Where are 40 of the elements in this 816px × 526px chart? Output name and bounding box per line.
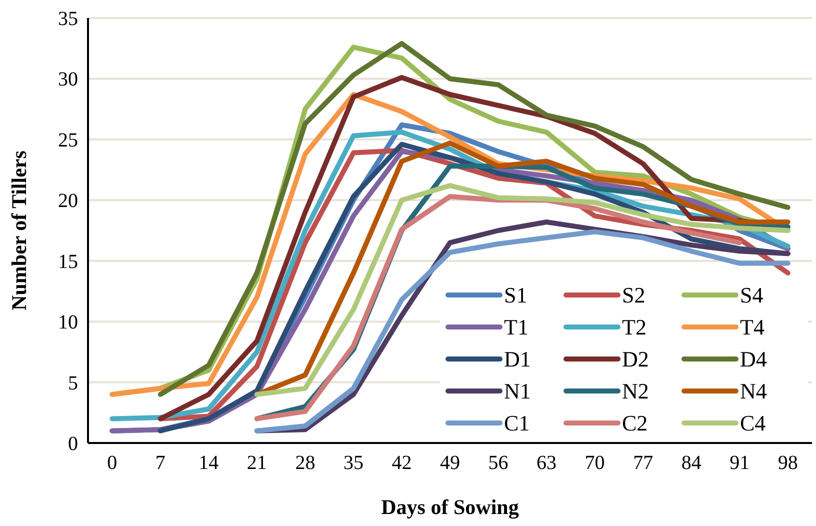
legend-label: D1 [504,346,531,372]
legend-label: C1 [504,410,530,436]
x-axis-title: Days of Sowing [381,495,520,519]
legend-label: S4 [740,282,764,308]
y-tick-label: 25 [58,129,78,152]
x-tick-label: 70 [584,452,605,474]
x-tick-label: 98 [778,452,798,474]
x-tick-label: 42 [392,452,412,474]
legend-label: N1 [504,378,531,404]
x-tick-label: 77 [633,452,654,474]
legend-label: T1 [504,314,528,340]
legend-label: C2 [622,410,648,436]
x-tick-label: 35 [343,452,364,474]
legend-label: T2 [622,314,646,340]
y-tick-label: 10 [58,312,78,334]
legend-label: D2 [622,346,649,372]
y-tick-label: 15 [58,250,78,273]
x-tick-label: 14 [198,452,219,474]
legend-label: T4 [740,314,764,340]
x-tick-label: 63 [536,452,557,474]
legend-label: N2 [622,378,649,404]
x-tick-label: 21 [246,452,267,474]
x-tick-label: 28 [295,452,316,474]
legend-label: S1 [504,282,528,308]
y-tick-label: 30 [58,68,78,91]
legend-label: S2 [622,282,646,308]
y-tick-label: 20 [58,190,78,212]
x-tick-label: 91 [730,452,750,474]
y-tick-label: 35 [58,8,78,30]
x-tick-label: 49 [440,452,460,474]
legend-label: N4 [740,378,767,404]
y-tick-label: 5 [68,372,78,394]
x-tick-label: 84 [681,452,702,474]
x-tick-label: 7 [155,452,166,474]
legend-label: D4 [740,346,767,372]
x-tick-label: 56 [488,452,508,474]
legend-label: C4 [740,410,766,436]
x-tick-label: 0 [107,452,118,474]
y-axis-title: Number of Tillers [7,150,31,310]
y-tick-label: 0 [68,433,78,455]
